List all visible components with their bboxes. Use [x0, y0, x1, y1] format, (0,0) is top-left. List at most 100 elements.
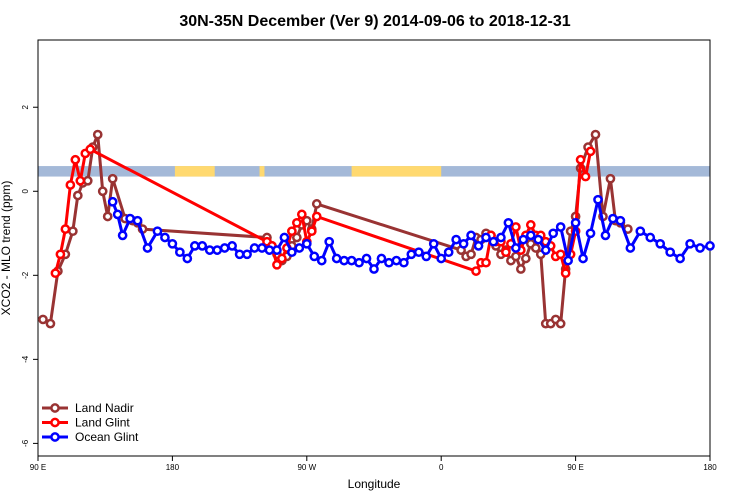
- x-tick-label: 90 W: [297, 463, 316, 472]
- data-point: [481, 232, 491, 243]
- data-point: [436, 253, 447, 264]
- data-point: [92, 129, 103, 140]
- land-ocean-band: [38, 166, 710, 177]
- data-point: [212, 245, 223, 255]
- series-land-glint: [50, 144, 596, 279]
- x-axis-label: Longitude: [348, 477, 401, 491]
- data-point: [175, 247, 185, 258]
- x-tick-label: 180: [166, 463, 180, 472]
- data-point: [72, 190, 83, 201]
- legend-marker: [50, 417, 60, 428]
- land-band-segment: [259, 166, 265, 177]
- legend-item: Land Nadir: [42, 401, 134, 415]
- data-point: [117, 230, 128, 241]
- data-point: [590, 129, 601, 140]
- data-point: [443, 247, 454, 258]
- x-tick-label: 180: [703, 463, 717, 472]
- data-point: [376, 253, 387, 264]
- land-band-segment: [174, 166, 215, 177]
- data-point: [346, 255, 357, 266]
- data-point: [675, 253, 685, 264]
- data-point: [533, 234, 544, 245]
- data-point: [85, 144, 96, 155]
- y-tick-label: 2: [21, 104, 30, 109]
- data-point: [152, 226, 163, 237]
- y-axis-label: XCO2 - MLO trend (ppm): [0, 181, 13, 316]
- data-point: [294, 243, 305, 253]
- data-point: [466, 230, 476, 241]
- data-point: [635, 226, 646, 237]
- data-point: [575, 154, 586, 165]
- data-point: [563, 255, 573, 266]
- data-point: [466, 249, 476, 260]
- data-point: [655, 238, 666, 249]
- data-point: [511, 243, 521, 253]
- y-tick-label: 0: [21, 188, 30, 193]
- legend-marker: [50, 432, 60, 442]
- data-point: [287, 226, 297, 237]
- data-point: [540, 245, 551, 255]
- series-layer: [38, 129, 715, 329]
- data-point: [82, 175, 93, 186]
- data-point: [272, 259, 282, 270]
- data-point: [272, 245, 282, 255]
- data-point: [615, 215, 626, 226]
- legend-label: Land Nadir: [75, 401, 134, 415]
- data-point: [501, 247, 511, 258]
- data-point: [257, 243, 267, 253]
- data-point: [451, 234, 461, 245]
- data-point: [182, 253, 193, 264]
- legend-item: Ocean Glint: [42, 430, 139, 444]
- x-tick-label: 0: [439, 463, 444, 472]
- data-point: [112, 209, 123, 220]
- data-point: [142, 243, 153, 253]
- data-point: [511, 222, 521, 232]
- data-point: [160, 232, 170, 243]
- data-point: [67, 226, 78, 237]
- data-point: [227, 241, 237, 251]
- data-point: [496, 232, 506, 243]
- data-point: [473, 241, 484, 251]
- data-point: [132, 215, 143, 226]
- data-point: [60, 224, 71, 234]
- data-point: [38, 314, 48, 325]
- data-point: [585, 228, 596, 239]
- data-point: [625, 243, 636, 253]
- data-point: [50, 268, 61, 279]
- x-tick-label: 90 E: [567, 463, 583, 472]
- data-point: [45, 318, 56, 329]
- data-point: [339, 255, 349, 266]
- data-point: [354, 257, 364, 268]
- data-point: [593, 194, 603, 205]
- data-point: [608, 213, 618, 224]
- data-point: [555, 249, 566, 260]
- legend-item: Land Glint: [42, 416, 130, 430]
- data-point: [107, 173, 118, 184]
- data-point: [605, 173, 616, 184]
- data-point: [458, 238, 469, 249]
- data-point: [311, 199, 322, 209]
- data-point: [705, 241, 715, 251]
- data-point: [291, 217, 302, 228]
- data-point: [234, 249, 245, 260]
- series-line: [42, 133, 629, 326]
- data-point: [167, 238, 178, 249]
- data-point: [685, 238, 695, 249]
- series-land-nadir: [38, 129, 633, 329]
- data-point: [264, 245, 275, 255]
- data-point: [695, 243, 705, 253]
- data-point: [70, 154, 81, 165]
- data-point: [413, 247, 424, 258]
- data-point: [471, 266, 481, 276]
- data-point: [204, 245, 215, 255]
- data-point: [125, 213, 135, 224]
- data-point: [585, 146, 596, 157]
- data-point: [306, 226, 317, 237]
- data-point: [249, 243, 260, 253]
- data-point: [555, 222, 566, 232]
- data-point: [369, 264, 379, 274]
- data-point: [570, 217, 581, 228]
- data-point: [279, 232, 290, 243]
- data-point: [481, 257, 491, 268]
